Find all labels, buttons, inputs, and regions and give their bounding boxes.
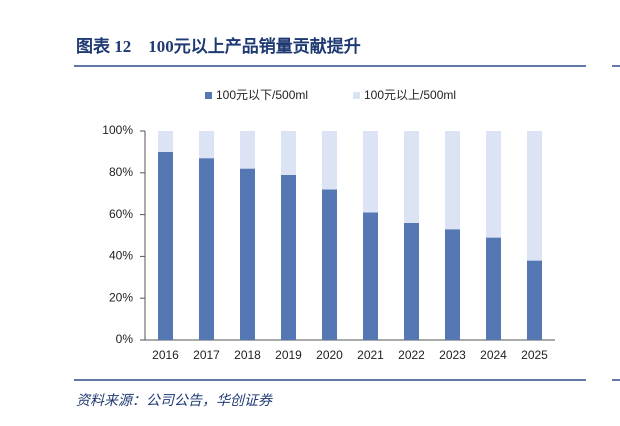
bar-segment: [158, 151, 173, 340]
bar-segment: [240, 168, 255, 340]
bar-segment: [199, 131, 214, 159]
y-tick-label: 80%: [109, 165, 133, 179]
x-tick-label: 2021: [357, 348, 384, 362]
bar-segment: [404, 131, 419, 223]
y-tick-label: 40%: [109, 249, 133, 263]
bar-segment: [486, 131, 501, 238]
bar-segment: [281, 131, 296, 175]
bar-segment: [445, 131, 460, 230]
x-tick-label: 2016: [152, 348, 179, 362]
bar-segment: [158, 131, 173, 152]
x-tick-label: 2019: [275, 348, 302, 362]
bar-segment: [527, 260, 542, 340]
x-tick-label: 2025: [521, 348, 548, 362]
bar-segment: [322, 131, 337, 190]
source-note: 资料来源：公司公告，华创证券: [76, 393, 273, 409]
y-tick-label: 20%: [109, 290, 133, 304]
y-tick-label: 60%: [109, 207, 133, 221]
bar-segment: [486, 237, 501, 340]
legend-label: 100元以上/500ml: [364, 88, 456, 102]
x-tick-label: 2024: [480, 348, 507, 362]
x-tick-label: 2020: [316, 348, 343, 362]
x-tick-label: 2018: [234, 348, 261, 362]
x-tick-label: 2022: [398, 348, 425, 362]
bar-segment: [240, 131, 255, 169]
bar-segment: [322, 189, 337, 340]
bar-segment: [281, 174, 296, 340]
x-tick-label: 2023: [439, 348, 466, 362]
bar-segment: [404, 222, 419, 340]
legend-swatch: [205, 92, 212, 99]
bar-segment: [199, 158, 214, 340]
chart-title: 图表 12 100元以上产品销量贡献提升: [76, 36, 361, 56]
bar-segment: [363, 131, 378, 213]
bar-segment: [445, 229, 460, 340]
legend-swatch: [353, 92, 360, 99]
legend-label: 100元以下/500ml: [216, 88, 308, 102]
bar-segment: [527, 131, 542, 261]
x-tick-label: 2017: [193, 348, 220, 362]
bar-segment: [363, 212, 378, 340]
y-tick-label: 0%: [116, 332, 134, 346]
y-tick-label: 100%: [102, 123, 133, 137]
